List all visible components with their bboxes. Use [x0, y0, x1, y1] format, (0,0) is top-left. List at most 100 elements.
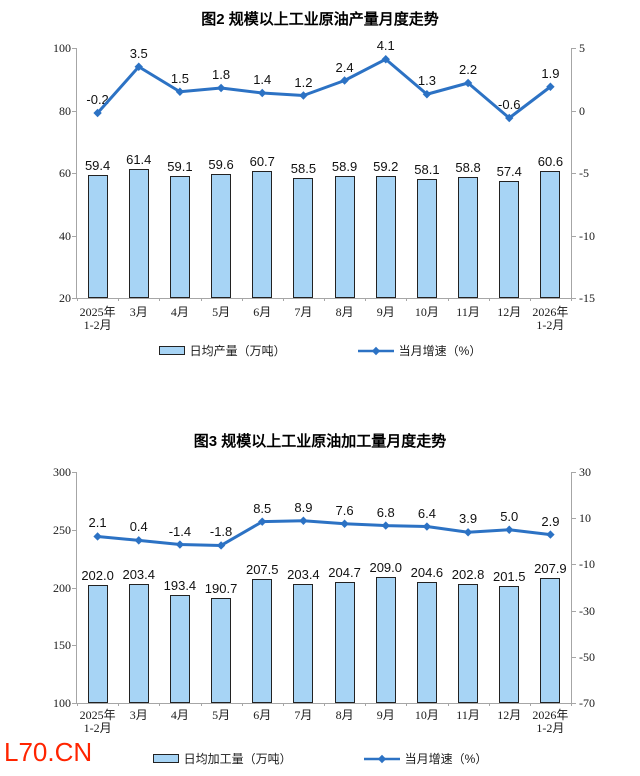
plot-area: 300 250 200 150 100 30 10 -10 -30 -50 -70 202.0 203.… [53, 465, 595, 735]
bar [458, 584, 479, 703]
line-value-label: 1.8 [212, 67, 231, 82]
y-axis-tick [571, 703, 576, 704]
y-axis-label: 200 [53, 580, 71, 595]
bar-value-label: 209.0 [369, 560, 403, 576]
line-value-label: 1.2 [294, 74, 313, 90]
y-axis-label: 300 [53, 465, 71, 479]
bar [211, 174, 232, 298]
x-axis-label: 4月 [170, 708, 189, 722]
y-axis-label: -50 [579, 649, 595, 664]
bar-value-label: 61.4 [126, 151, 152, 167]
bar [499, 181, 520, 298]
line-swatch-icon [357, 346, 394, 355]
x-axis-tick [529, 703, 531, 706]
bar [540, 171, 561, 298]
y-axis-tick [72, 173, 77, 174]
y-axis-tick [72, 703, 77, 704]
bar-value-label: 59.6 [208, 157, 234, 173]
y-axis-tick [571, 110, 576, 112]
x-axis-tick [529, 298, 531, 301]
bar-value-label: 59.1 [167, 158, 193, 174]
bar-value-label: 58.1 [414, 161, 440, 177]
y-axis-tick [571, 610, 576, 612]
y-axis-tick [571, 235, 576, 237]
bar [128, 168, 149, 298]
bar-value-label: 59.4 [84, 157, 111, 173]
line-value-label: 3.5 [129, 45, 148, 61]
x-axis-label: 9月 [376, 708, 395, 722]
bar [416, 582, 437, 703]
x-axis-label: 11月 [456, 708, 480, 722]
x-axis-tick [406, 703, 408, 706]
line-value-label: -1.4 [168, 523, 192, 539]
x-axis-tick [282, 298, 284, 301]
x-axis-label: 6月 [253, 708, 272, 722]
bar [252, 578, 273, 703]
line-value-label: 5.0 [500, 508, 519, 524]
y-axis-label: 40 [59, 228, 71, 243]
x-axis-label: 12月 [497, 305, 522, 319]
x-axis-tick [77, 298, 78, 301]
x-axis-tick [365, 298, 367, 301]
bar [128, 583, 149, 703]
bar-value-label: 203.4 [287, 566, 320, 582]
y-axis-tick [72, 235, 77, 237]
x-axis-label: 8月 [335, 708, 354, 722]
y-axis-tick [571, 48, 576, 49]
x-axis-label: 2025年 1-2月 [79, 708, 116, 735]
legend-label: 日均加工量（万吨） [183, 752, 292, 766]
y-axis-tick [571, 173, 576, 174]
x-axis-tick [200, 703, 202, 706]
line-value-label: 0.4 [129, 519, 148, 535]
bar-value-label: 57.4 [496, 164, 522, 180]
y-axis-label: -10 [579, 228, 595, 243]
x-axis-tick [118, 298, 120, 301]
x-axis-tick [571, 703, 572, 706]
x-axis-label: 4月 [170, 305, 189, 319]
x-axis-tick [241, 298, 243, 301]
y-axis-label: 30 [579, 465, 591, 479]
line-value-label: 2.1 [88, 515, 107, 531]
bar [293, 177, 314, 298]
y-axis-tick [571, 518, 576, 520]
legend: 日均加工量（万吨） 当月增速（%） [0, 750, 640, 767]
line-value-label: 8.9 [294, 499, 313, 515]
growth-line [93, 55, 555, 123]
y-axis-label: -70 [579, 696, 595, 710]
x-axis-tick [282, 703, 284, 706]
x-axis-tick [118, 703, 120, 706]
y-axis-label: 5 [579, 41, 585, 55]
bar-value-label: 59.2 [373, 158, 399, 174]
legend-item-line: 当月增速（%） [363, 750, 487, 767]
bar-swatch-icon [158, 346, 185, 355]
bar-value-label: 203.4 [122, 566, 156, 582]
line-value-label: 3.9 [459, 511, 478, 527]
x-axis-label: 9月 [376, 305, 395, 319]
bar [169, 175, 190, 298]
y-axis-tick [72, 587, 77, 589]
x-axis-tick [324, 298, 325, 301]
x-axis-label: 10月 [414, 305, 439, 319]
y-axis-label: 60 [59, 166, 71, 180]
line-value-label: 7.6 [335, 502, 354, 518]
bar-value-label: 202.0 [81, 568, 114, 584]
y-axis-label: 250 [53, 522, 71, 537]
bar [293, 583, 314, 703]
bar-value-label: 58.9 [331, 159, 358, 175]
bar-value-label: 193.4 [163, 578, 197, 594]
y-axis-label: 150 [53, 638, 71, 653]
bar-value-label: 58.5 [290, 160, 317, 176]
line-value-label: 8.5 [253, 500, 272, 516]
legend-label: 当月增速（%） [398, 344, 482, 358]
legend-item-bar: 日均产量（万吨） [158, 342, 286, 359]
line-swatch-icon [363, 754, 400, 763]
x-axis-tick [241, 703, 243, 706]
bar-swatch-icon [152, 754, 179, 763]
line-value-label: 6.4 [417, 505, 436, 521]
bar [499, 585, 520, 703]
bar [540, 578, 561, 703]
bar-value-label: 202.8 [451, 567, 485, 583]
y-axis-label: 20 [59, 291, 71, 305]
bar [169, 595, 190, 703]
